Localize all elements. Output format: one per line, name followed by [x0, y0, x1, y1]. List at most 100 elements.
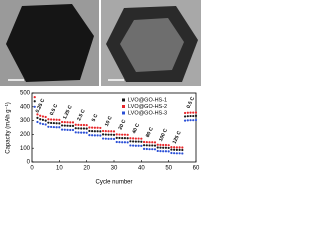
data-point [96, 130, 99, 133]
rate-label: 40 C [131, 122, 141, 134]
data-point [99, 126, 102, 130]
data-point [91, 134, 94, 137]
rate-label: 5 C [91, 113, 100, 123]
data-point [104, 133, 107, 136]
data-point [77, 123, 80, 126]
data-point [145, 144, 148, 147]
data-point [183, 115, 187, 118]
data-point [77, 127, 80, 130]
data-point [58, 126, 61, 129]
data-point [173, 146, 176, 149]
data-point [39, 114, 42, 117]
data-point [118, 133, 121, 136]
x-tick-label: 60 [193, 166, 200, 172]
data-point [118, 136, 121, 140]
data-point [99, 134, 102, 137]
y-tick-label: 0 [27, 160, 31, 166]
data-point [115, 136, 118, 139]
data-point [33, 105, 36, 108]
legend-label: LVO@GO-HS-3 [128, 110, 167, 116]
data-point [186, 119, 189, 122]
data-point [50, 118, 53, 121]
data-point [121, 141, 124, 144]
data-point [104, 137, 107, 140]
data-point [74, 123, 77, 126]
data-point [148, 144, 151, 147]
data-point [36, 120, 39, 124]
data-point [183, 119, 187, 122]
data-point [153, 148, 157, 151]
rate-label: 1.25 C [62, 104, 74, 120]
data-point [88, 126, 91, 129]
data-point [77, 131, 80, 134]
data-point [52, 118, 55, 121]
data-point [175, 148, 178, 151]
data-point [134, 144, 137, 147]
data-point [134, 140, 137, 143]
legend-marker [122, 111, 125, 115]
data-point [167, 144, 170, 147]
data-point [145, 147, 148, 151]
data-point [74, 131, 77, 134]
y-axis-title: Capacity (mAh g⁻¹) [6, 102, 12, 154]
legend-marker [122, 105, 125, 108]
data-point [60, 120, 64, 124]
data-point [93, 126, 96, 129]
page: Capacity (mAh g⁻¹) Cycle number 0 100 200 3… [0, 0, 201, 186]
data-point [175, 152, 178, 155]
data-point [118, 141, 121, 144]
data-point [82, 131, 86, 134]
data-point [107, 133, 110, 136]
data-point [63, 128, 66, 131]
data-point [151, 144, 154, 147]
data-point [88, 129, 91, 133]
data-point [47, 118, 50, 121]
data-point [167, 146, 170, 150]
data-point [137, 144, 140, 147]
data-point [69, 121, 72, 124]
data-point [60, 124, 64, 127]
data-point [80, 131, 83, 134]
data-point [74, 127, 77, 130]
data-point [148, 148, 151, 151]
data-point [145, 141, 148, 144]
data-point [66, 124, 69, 127]
legend-marker [122, 98, 125, 102]
data-point [132, 137, 135, 140]
data-point [107, 130, 110, 133]
data-point [104, 129, 107, 133]
data-point [115, 140, 118, 144]
data-point [44, 123, 47, 126]
data-point [58, 118, 61, 122]
data-point [129, 137, 132, 140]
x-tick-label: 0 [30, 166, 34, 172]
data-point [170, 148, 173, 151]
data-point [192, 119, 195, 122]
rate-label: 100 C [158, 127, 169, 142]
data-point [85, 131, 88, 134]
data-point [170, 145, 173, 149]
data-point [82, 123, 86, 127]
data-point [153, 144, 157, 147]
x-axis-title: Cycle number [95, 180, 132, 186]
data-point [178, 148, 181, 151]
data-point [167, 150, 170, 153]
data-point [80, 123, 83, 127]
data-point [96, 126, 99, 129]
data-point [96, 134, 99, 137]
rate-label: 0.5 C [186, 96, 197, 110]
data-point [91, 129, 94, 133]
data-point [183, 111, 187, 115]
data-point [93, 130, 96, 133]
data-point [140, 144, 143, 147]
data-point [189, 111, 192, 114]
data-point [82, 127, 86, 130]
data-point [129, 144, 132, 147]
figure: Capacity (mAh g⁻¹) Cycle number 01002003… [0, 0, 201, 186]
data-point [159, 143, 162, 146]
data-point [52, 121, 55, 125]
rate-label: 0.5 C [49, 103, 60, 117]
data-point [52, 125, 55, 129]
data-point [164, 146, 168, 149]
data-point [91, 126, 94, 129]
